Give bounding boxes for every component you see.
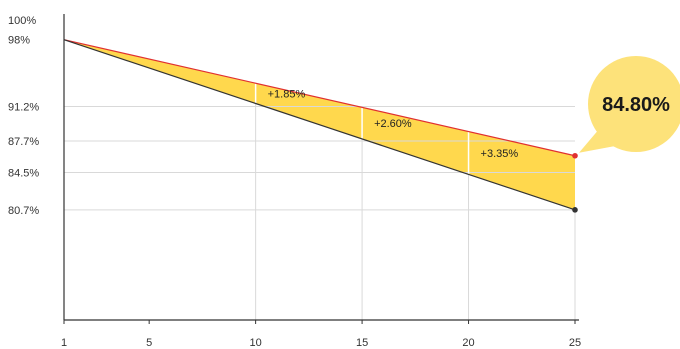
y-tick-label-5: 80.7% (8, 205, 39, 217)
y-tick-label-1: 98% (8, 35, 30, 47)
gap-annotation-0: +1.85% (268, 88, 306, 100)
y-tick-label-3: 87.7% (8, 136, 39, 148)
lower-series-line (63, 39, 576, 211)
x-tick-label-0: 1 (61, 337, 67, 349)
x-tick-label-4: 20 (462, 337, 474, 349)
y-tick-label-2: 91.2% (8, 102, 39, 114)
y-tick-label-4: 84.5% (8, 167, 39, 179)
callout-value: 84.80% (602, 94, 670, 116)
lower-end-point (572, 207, 578, 213)
y-tick-label-0: 100% (8, 15, 36, 27)
callout-pointer (579, 128, 626, 153)
callout-bubble (588, 56, 680, 152)
x-tick-label-2: 10 (250, 337, 262, 349)
gap-annotation-2: +3.35% (481, 148, 519, 160)
upper-end-point (572, 152, 578, 159)
gap-annotation-1: +2.60% (374, 118, 412, 130)
x-tick-label-5: 25 (569, 337, 581, 349)
x-tick-label-1: 5 (146, 337, 152, 349)
upper-series-line (63, 39, 576, 157)
x-tick-label-3: 15 (356, 337, 368, 349)
